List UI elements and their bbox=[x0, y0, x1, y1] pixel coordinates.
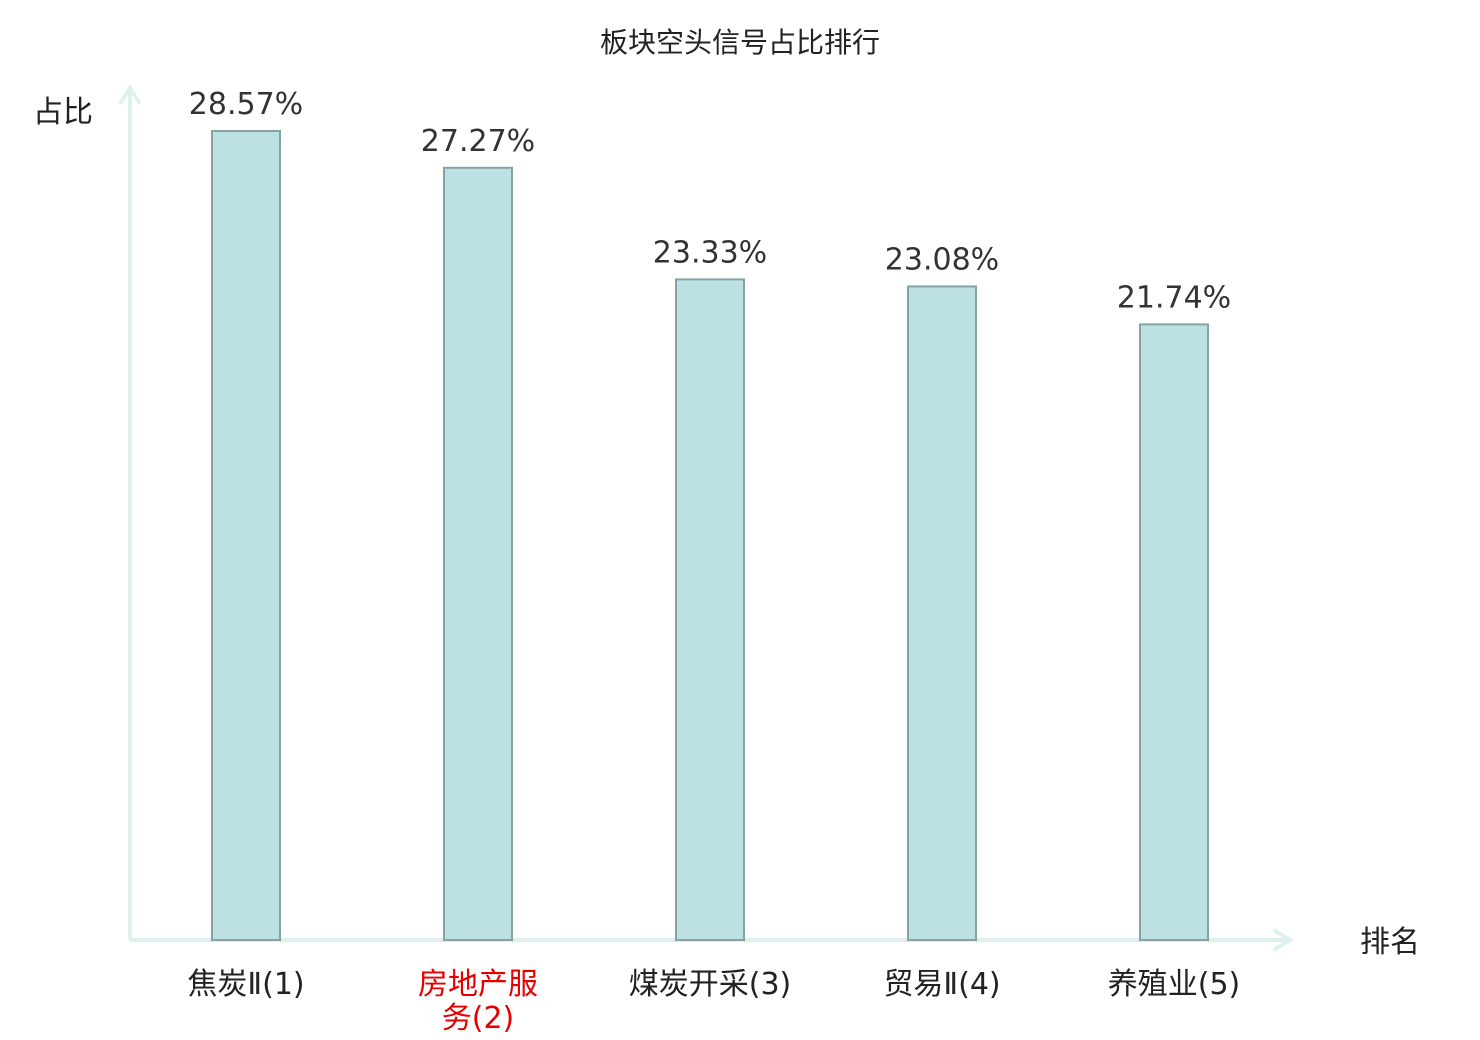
category-label: 贸易Ⅱ(4) bbox=[883, 967, 1000, 1002]
category-label: 务(2) bbox=[442, 1001, 515, 1036]
value-label: 27.27% bbox=[421, 124, 535, 159]
y-axis-arrow bbox=[118, 84, 142, 106]
x-axis-arrow bbox=[1272, 928, 1294, 952]
bar bbox=[675, 278, 745, 942]
value-label: 23.33% bbox=[653, 235, 767, 270]
bar bbox=[443, 166, 513, 941]
category-label: 房地产服 bbox=[418, 967, 538, 1002]
category-label: 煤炭开采(3) bbox=[629, 967, 792, 1002]
x-axis-label: 排名 bbox=[1360, 925, 1420, 960]
bar bbox=[211, 130, 281, 941]
value-label: 28.57% bbox=[189, 87, 303, 122]
bar bbox=[1139, 323, 1209, 941]
bar bbox=[907, 285, 977, 941]
value-label: 23.08% bbox=[885, 242, 999, 277]
chart-title: 板块空头信号占比排行 bbox=[600, 26, 880, 59]
bars-group bbox=[211, 130, 1209, 942]
value-labels-group: 28.57% 27.27% 23.33% 23.08% 21.74% bbox=[189, 87, 1231, 315]
category-label: 养殖业(5) bbox=[1108, 967, 1241, 1002]
category-label: 焦炭Ⅱ(1) bbox=[187, 967, 304, 1002]
y-axis-label: 占比 bbox=[33, 95, 93, 130]
value-label: 21.74% bbox=[1117, 280, 1231, 315]
